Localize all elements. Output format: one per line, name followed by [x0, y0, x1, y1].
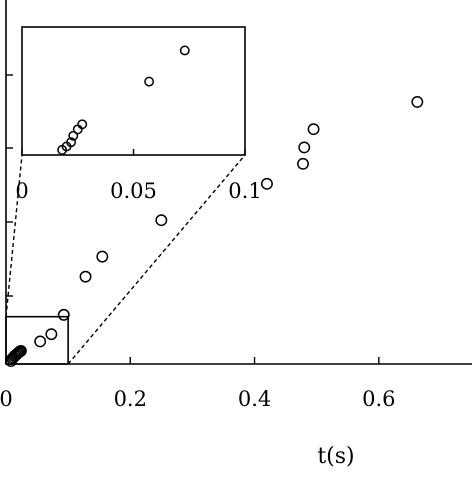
data-point — [14, 344, 27, 357]
x-tick-label: 0.6 — [362, 387, 395, 411]
zoom-connector-right — [67, 154, 246, 365]
data-point — [307, 123, 320, 136]
inset-x-tick-label: 0 — [15, 179, 28, 203]
inset-data-point — [144, 76, 155, 87]
inset-data-point — [179, 45, 190, 56]
inset-data-point — [68, 130, 79, 141]
data-point — [298, 141, 311, 154]
inset-x-tick-label: 0.1 — [228, 179, 261, 203]
inset-frame — [21, 26, 246, 156]
x-tick-label: 0.2 — [114, 387, 147, 411]
main-plot — [5, 95, 424, 368]
data-point — [155, 214, 168, 227]
data-point — [45, 328, 58, 341]
data-point — [411, 95, 424, 108]
main-axes: 0 0.2 0.4 0.6 — [0, 0, 472, 411]
data-point — [96, 250, 109, 263]
x-tick-label: 0 — [0, 387, 13, 411]
data-point — [297, 157, 309, 170]
inset-data-point — [77, 119, 88, 130]
data-point — [79, 270, 92, 283]
data-point — [57, 308, 70, 321]
inset-x-tick-label: 0.05 — [110, 179, 157, 203]
inset-data-point — [66, 137, 77, 148]
x-tick-label: 0.4 — [238, 387, 271, 411]
zoom-connector-left — [5, 154, 23, 317]
data-point — [34, 335, 47, 348]
data-point — [12, 346, 25, 359]
x-axis-label: t(s) — [317, 444, 354, 469]
data-point — [11, 347, 24, 360]
inset-plot: 0 0.05 0.1 — [15, 26, 262, 203]
data-point — [261, 177, 273, 190]
